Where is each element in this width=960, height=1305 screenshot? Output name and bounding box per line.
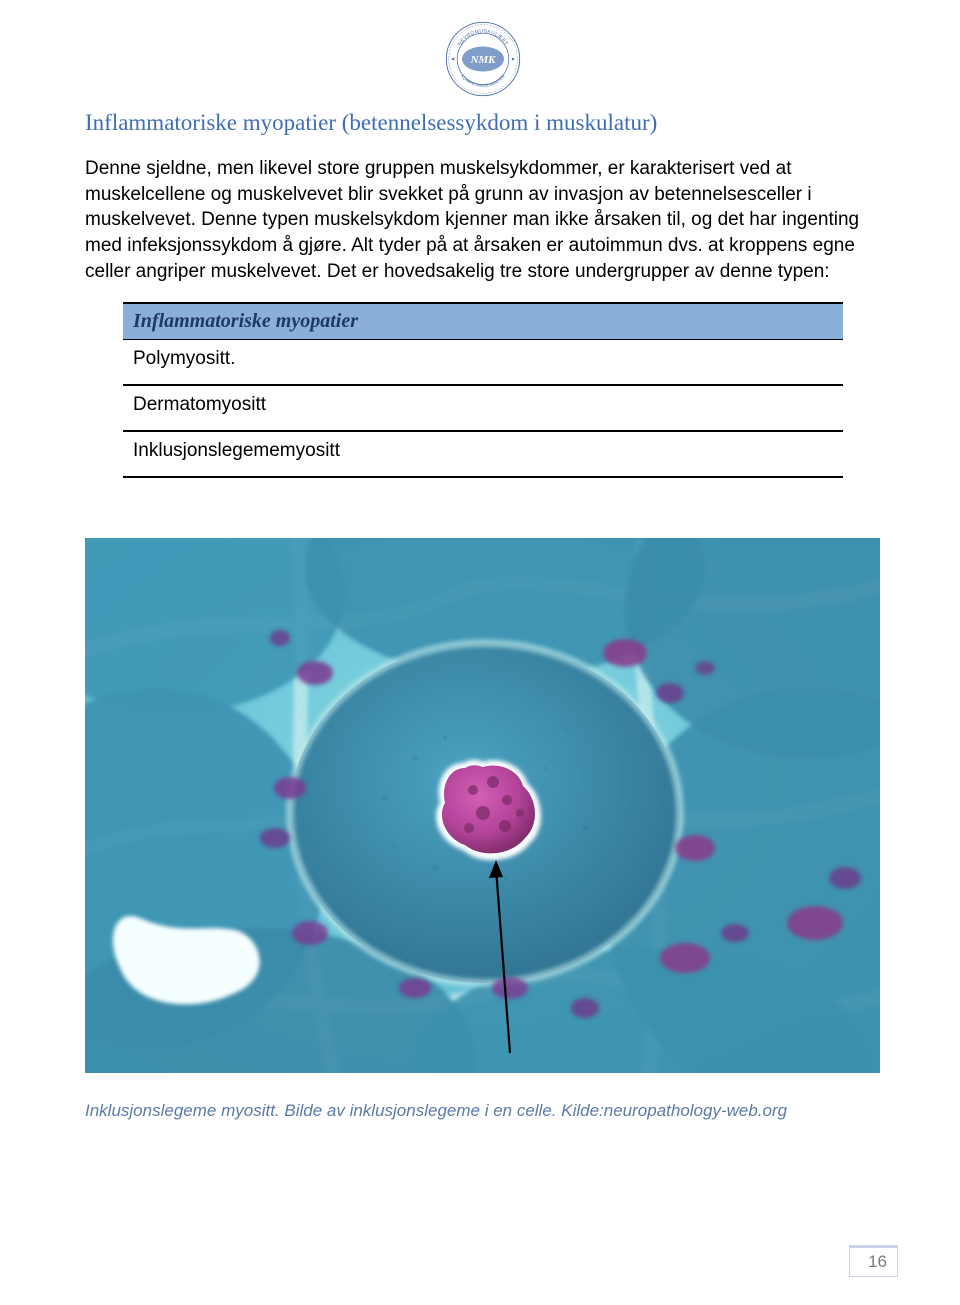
page-number: 16 <box>849 1245 898 1277</box>
table-row: Polymyositt. <box>123 340 843 386</box>
svg-text:NEVROMUSKULÆRT: NEVROMUSKULÆRT <box>456 28 509 46</box>
table-header: Inflammatoriske myopatier <box>123 304 843 340</box>
table-row: Dermatomyositt <box>123 386 843 432</box>
subtypes-table: Inflammatoriske myopatier Polymyositt. D… <box>123 302 843 478</box>
svg-text:KOMPETANSESENTER: KOMPETANSESENTER <box>459 73 505 88</box>
table-row: Inklusjonslegememyositt <box>123 432 843 476</box>
micrograph-image <box>85 538 880 1073</box>
figure-caption: Inklusjonslegeme myositt. Bilde av inklu… <box>85 1101 880 1121</box>
nmk-logo: NMK NEVROMUSKULÆRT KOMPETANSESENTER <box>444 20 522 98</box>
section-heading: Inflammatoriske myopatier (betennelsessy… <box>85 110 880 136</box>
figure: Inklusjonslegeme myositt. Bilde av inklu… <box>85 538 880 1121</box>
logo-container: NMK NEVROMUSKULÆRT KOMPETANSESENTER <box>85 20 880 98</box>
svg-text:NMK: NMK <box>469 54 496 66</box>
body-paragraph: Denne sjeldne, men likevel store gruppen… <box>85 156 880 284</box>
